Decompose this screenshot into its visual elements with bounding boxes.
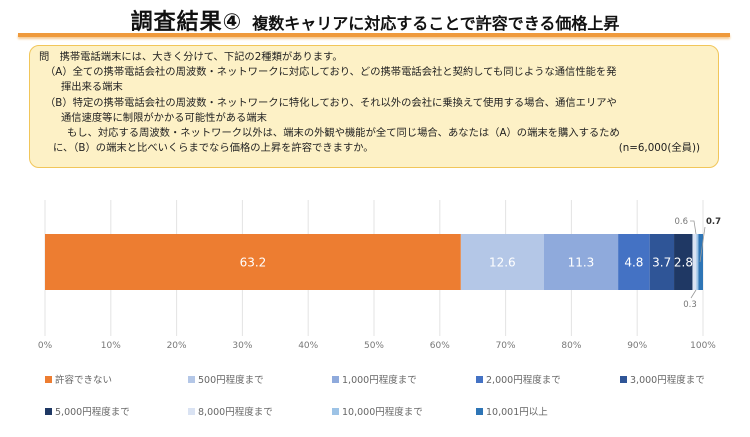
title-sub: 複数キャリアに対応することで許容できる価格上昇 bbox=[252, 14, 620, 33]
question-line: に、（B）の端末と比べいくらまでなら価格の上昇を許容できますか。 bbox=[53, 142, 374, 155]
legend-item: 5,000円程度まで bbox=[45, 404, 130, 418]
page-title: 調査結果④ 複数キャリアに対応することで許容できる価格上昇 bbox=[0, 4, 750, 36]
legend-item: 1,000円程度まで bbox=[332, 372, 417, 386]
bar-segment bbox=[698, 234, 703, 290]
legend-label: 500円程度まで bbox=[198, 375, 264, 386]
bar-segment bbox=[618, 234, 650, 290]
legend-label: 2,000円程度まで bbox=[486, 375, 561, 386]
leader-line bbox=[690, 289, 697, 299]
x-tick-label: 30% bbox=[232, 341, 252, 351]
legend-item: 10,000円程度まで bbox=[332, 404, 423, 418]
data-label: 0.6 bbox=[674, 217, 688, 227]
x-tick-label: 50% bbox=[364, 341, 384, 351]
x-tick-label: 40% bbox=[298, 341, 318, 351]
legend-swatch bbox=[332, 376, 339, 383]
legend-label: 10,000円程度まで bbox=[342, 407, 423, 418]
data-label: 4.8 bbox=[624, 256, 643, 270]
question-line: 通信速度等に制限がかかる可能性がある端末 bbox=[61, 111, 267, 124]
leader-line bbox=[690, 220, 697, 235]
question-line: （A）全ての携帯電話会社の周波数・ネットワークに対応しており、どの携帯電話会社と… bbox=[45, 66, 617, 79]
legend-label: 10,001円以上 bbox=[486, 407, 548, 418]
legend-label: 8,000円程度まで bbox=[198, 407, 273, 418]
legend-swatch bbox=[620, 376, 627, 383]
data-label: 12.6 bbox=[489, 256, 516, 270]
bar-segment bbox=[543, 234, 619, 290]
legend-swatch bbox=[45, 408, 52, 415]
sample-size: (n=6,000(全員)) bbox=[618, 142, 700, 155]
question-box: 問 携帯電話端末には、大きく分けて、下記の2種類があります。 （A）全ての携帯電… bbox=[29, 45, 719, 168]
legend-label: 1,000円程度まで bbox=[342, 375, 417, 386]
data-label: 3.7 bbox=[652, 256, 671, 270]
legend-swatch bbox=[45, 376, 52, 383]
legend-swatch bbox=[476, 376, 483, 383]
x-tick-label: 90% bbox=[627, 341, 647, 351]
question-line: 問 携帯電話端末には、大きく分けて、下記の2種類があります。 bbox=[39, 51, 343, 63]
bar-segment bbox=[45, 234, 461, 290]
question-line: （B）特定の携帯電話会社の周波数・ネットワークに特化しており、それ以外の会社に乗… bbox=[45, 96, 617, 109]
legend-swatch bbox=[188, 376, 195, 383]
title-underline bbox=[18, 33, 730, 37]
legend-label: 5,000円程度まで bbox=[55, 407, 130, 418]
legend-item: 許容できない bbox=[45, 372, 112, 386]
x-tick-label: 80% bbox=[561, 341, 581, 351]
x-tick-label: 100% bbox=[690, 341, 716, 351]
legend-swatch bbox=[476, 408, 483, 415]
legend-swatch bbox=[188, 408, 195, 415]
bar-segment bbox=[692, 234, 697, 290]
legend-item: 8,000円程度まで bbox=[188, 404, 273, 418]
title-main: 調査結果④ bbox=[130, 10, 243, 35]
legend-label: 許容できない bbox=[55, 375, 113, 386]
data-label: 11.3 bbox=[568, 256, 595, 270]
legend-label: 3,000円程度まで bbox=[630, 375, 705, 386]
legend-swatch bbox=[332, 408, 339, 415]
x-tick-label: 0% bbox=[38, 341, 53, 351]
question-line: もし、対応する周波数・ネットワーク以外は、端末の外観や機能が全て同じ場合、あなた… bbox=[67, 127, 620, 140]
data-label: 2.8 bbox=[674, 256, 693, 270]
data-label: 0.7 bbox=[706, 217, 721, 227]
leader-line bbox=[699, 226, 706, 263]
x-tick-label: 60% bbox=[430, 341, 450, 351]
legend-item: 2,000円程度まで bbox=[476, 372, 561, 386]
data-label: 0.3 bbox=[683, 300, 697, 310]
bar-segment bbox=[696, 234, 699, 290]
x-tick-label: 10% bbox=[101, 341, 121, 351]
legend-item: 500円程度まで bbox=[188, 372, 264, 386]
x-tick-label: 20% bbox=[167, 341, 187, 351]
legend-item: 3,000円程度まで bbox=[620, 372, 705, 386]
legend-item: 10,001円以上 bbox=[476, 404, 548, 418]
data-label: 63.2 bbox=[240, 256, 267, 270]
bar-segment bbox=[460, 234, 544, 290]
x-tick-label: 70% bbox=[496, 341, 516, 351]
question-line: 揮出来る端末 bbox=[61, 81, 123, 94]
bar-segment bbox=[674, 234, 693, 290]
bar-segment bbox=[649, 234, 675, 290]
